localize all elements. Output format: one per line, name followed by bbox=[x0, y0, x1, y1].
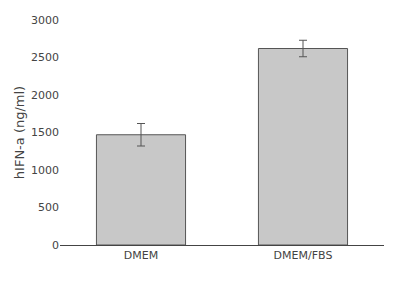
svg-text:DMEM/FBS: DMEM/FBS bbox=[274, 249, 333, 262]
svg-text:0: 0 bbox=[52, 239, 59, 252]
svg-text:hIFN-a (ng/ml): hIFN-a (ng/ml) bbox=[12, 86, 27, 179]
svg-text:2500: 2500 bbox=[31, 51, 59, 64]
svg-text:3000: 3000 bbox=[31, 14, 59, 27]
svg-text:DMEM: DMEM bbox=[124, 249, 158, 262]
svg-text:500: 500 bbox=[38, 201, 59, 214]
svg-text:1000: 1000 bbox=[31, 164, 59, 177]
svg-text:2000: 2000 bbox=[31, 89, 59, 102]
svg-text:1500: 1500 bbox=[31, 126, 59, 139]
